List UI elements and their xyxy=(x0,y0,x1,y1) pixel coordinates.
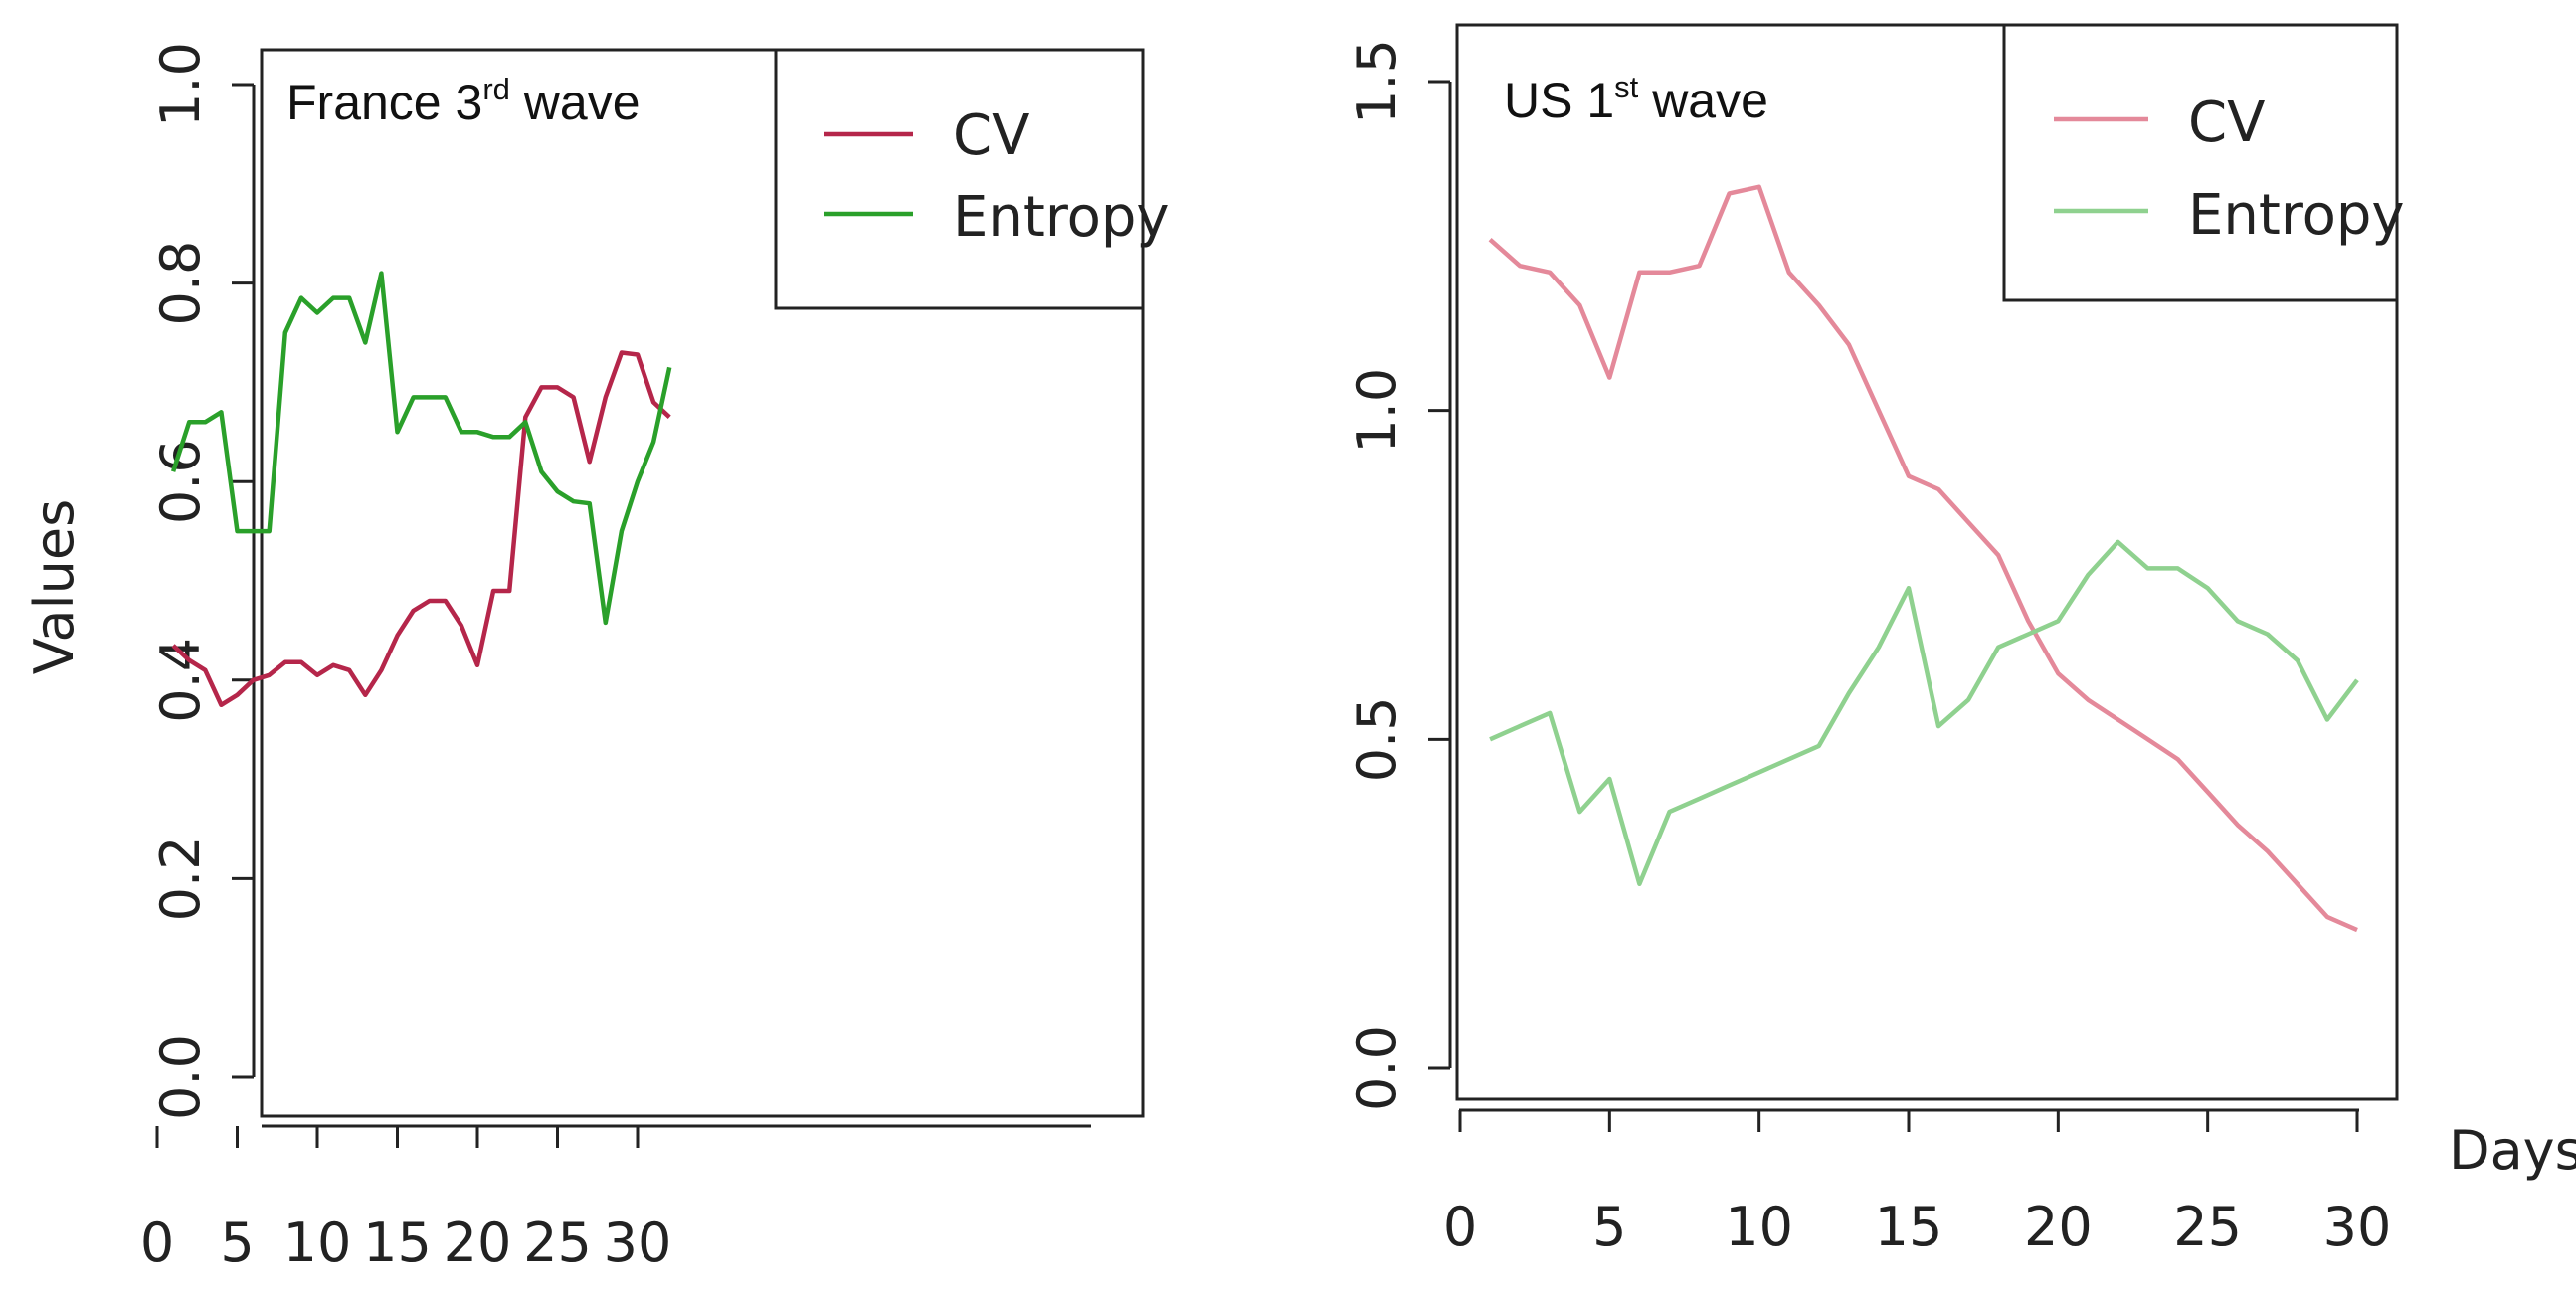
panel-us: 0.0 0.5 1.0 1.5 0 5 10 15 20 25 30 Days US 1st wa… xyxy=(1346,23,2576,1258)
x-tick-label: 0 xyxy=(1443,1196,1477,1258)
y-ticks: 0.0 0.5 1.0 1.5 xyxy=(1346,39,1450,1111)
x-tick-label: 30 xyxy=(2323,1196,2392,1258)
y-tick-label: 0.2 xyxy=(149,836,212,921)
series-entropy-line xyxy=(1489,539,2359,887)
legend: CV Entropy xyxy=(2002,23,2405,302)
legend-entropy-label: Entropy xyxy=(2188,183,2405,248)
x-tick-label: 15 xyxy=(1875,1196,1943,1258)
y-tick-label: 0.0 xyxy=(1346,1025,1408,1111)
series-entropy-line xyxy=(170,271,672,626)
y-tick-label: 0.5 xyxy=(1346,696,1408,782)
plot-box xyxy=(1455,23,2399,1101)
plot-box xyxy=(260,48,1145,1118)
x-ticks: 0 5 10 15 20 25 30 xyxy=(140,1126,672,1274)
y-tick-label: 1.5 xyxy=(1346,39,1408,124)
legend-cv-label: CV xyxy=(2188,91,2265,155)
x-ticks: 0 5 10 15 20 25 30 xyxy=(1443,1110,2392,1258)
y-tick-label: 1.0 xyxy=(1346,368,1408,454)
y-tick-label: 0.0 xyxy=(149,1034,212,1120)
panel-label-suffix: wave xyxy=(510,75,641,130)
panel-label-text: US 1 xyxy=(1504,73,1614,128)
panel-label-text: France 3 xyxy=(286,75,482,130)
panel-france: Values 0.00.20.40.60.81.0 0 5 10 15 20 25 30 F… xyxy=(23,42,1170,1274)
x-tick-label: 30 xyxy=(604,1212,672,1274)
x-tick-label: 10 xyxy=(283,1212,352,1274)
x-tick-label: 25 xyxy=(523,1212,592,1274)
legend: CV Entropy xyxy=(774,48,1170,310)
legend-cv-label: CV xyxy=(953,103,1029,168)
panel-label: US 1st wave xyxy=(1504,70,1768,128)
x-tick-label: 10 xyxy=(1725,1196,1793,1258)
y-tick-label: 0.8 xyxy=(149,241,212,326)
x-tick-label: 5 xyxy=(220,1212,254,1274)
legend-box xyxy=(774,48,1145,310)
panel-label-superscript: st xyxy=(1614,70,1639,104)
panel-label-superscript: rd xyxy=(482,72,510,106)
series-cv-line xyxy=(1488,184,2358,933)
legend-entropy-label: Entropy xyxy=(953,185,1170,250)
x-axis-title: Days xyxy=(2449,1119,2576,1182)
x-tick-label: 20 xyxy=(444,1212,512,1274)
x-tick-label: 25 xyxy=(2173,1196,2242,1258)
legend-box xyxy=(2002,23,2399,302)
y-axis-title: Values xyxy=(23,499,86,674)
panel-label: France 3rd wave xyxy=(286,72,641,130)
x-tick-label: 0 xyxy=(140,1212,174,1274)
panel-label-suffix: wave xyxy=(1638,73,1768,128)
y-tick-label: 1.0 xyxy=(149,42,212,127)
series-cv-line xyxy=(171,350,671,708)
x-tick-label: 5 xyxy=(1592,1196,1626,1258)
x-tick-label: 15 xyxy=(363,1212,432,1274)
y-ticks: 0.00.20.40.60.81.0 xyxy=(149,42,254,1120)
x-tick-label: 20 xyxy=(2024,1196,2093,1258)
